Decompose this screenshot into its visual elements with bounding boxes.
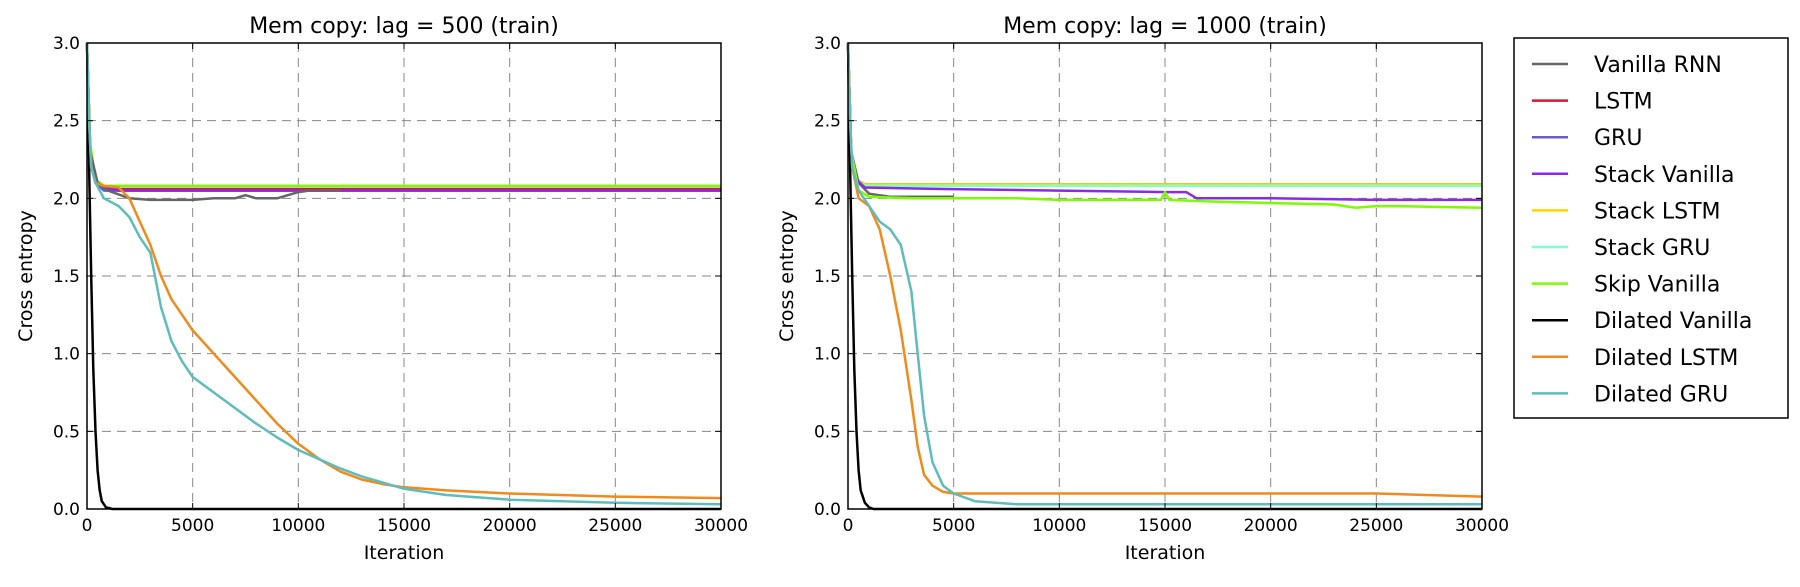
- legend-label-stack-lstm: Stack LSTM: [1594, 199, 1721, 224]
- x-axis-label: Iteration: [1125, 542, 1206, 564]
- y-tick-label: 1.0: [53, 345, 80, 365]
- x-axis-label: Iteration: [364, 542, 445, 564]
- legend-label-vanilla-rnn: Vanilla RNN: [1594, 53, 1722, 78]
- y-tick-label: 0.5: [53, 422, 80, 442]
- x-tick-label: 30000: [694, 516, 748, 536]
- x-tick-label: 30000: [1455, 516, 1509, 536]
- chart-panel-1: 0 5000 10000 15000 20000 25000 30000 0.0 0.5 1.0 1…: [15, 14, 748, 564]
- x-tick-label: 15000: [1138, 516, 1192, 536]
- x-tick-label: 0: [82, 516, 93, 536]
- legend-label-skip-vanilla: Skip Vanilla: [1594, 273, 1720, 298]
- y-tick-label: 0.0: [814, 500, 841, 520]
- x-tick-label: 10000: [1032, 516, 1086, 536]
- x-tick-label: 5000: [171, 516, 214, 536]
- x-tick-label: 5000: [932, 516, 975, 536]
- series-line-skip-vanilla: [846, 42, 1483, 209]
- x-tick-label: 0: [843, 516, 854, 536]
- chart-title: Mem copy: lag = 1000 (train): [1003, 14, 1327, 39]
- x-tick-label: 25000: [588, 516, 642, 536]
- legend-label-stack-vanilla: Stack Vanilla: [1594, 163, 1735, 188]
- y-tick-label: 2.5: [814, 112, 841, 132]
- x-tick-label: 20000: [1244, 516, 1298, 536]
- legend-label-dilated-lstm: Dilated LSTM: [1594, 346, 1738, 371]
- y-tick-label: 2.0: [53, 189, 80, 209]
- y-tick-label: 2.0: [814, 189, 841, 209]
- series-line-dilated-gru: [85, 42, 722, 506]
- x-tick-label: 25000: [1349, 516, 1403, 536]
- series-line-vanilla-rnn: [85, 42, 341, 202]
- series-line-dilated-lstm: [846, 42, 1483, 498]
- y-tick-label: 2.5: [53, 112, 80, 132]
- chart-title: Mem copy: lag = 500 (train): [249, 14, 559, 39]
- series-line-dilated-vanilla: [85, 42, 721, 511]
- y-axis-label: Cross entropy: [776, 210, 798, 342]
- x-tick-label: 10000: [271, 516, 325, 536]
- chart-panel-2: 0 5000 10000 15000 20000 25000 30000 0.0 0.5 1.0 1…: [776, 14, 1509, 564]
- series-group: [85, 42, 722, 511]
- y-tick-label: 3.0: [53, 34, 80, 54]
- legend-label-dilated-gru: Dilated GRU: [1594, 382, 1728, 407]
- legend: Vanilla RNN LSTM GRU Stack Vanilla Stack LST…: [1513, 37, 1789, 419]
- legend-label-lstm: LSTM: [1594, 90, 1653, 115]
- series-line-dilated-gru: [846, 42, 1482, 506]
- y-tick-label: 0.5: [814, 422, 841, 442]
- y-tick-label: 1.5: [53, 267, 80, 287]
- x-tick-label: 20000: [483, 516, 537, 536]
- y-tick-label: 3.0: [814, 34, 841, 54]
- y-tick-label: 1.0: [814, 345, 841, 365]
- y-tick-label: 0.0: [53, 500, 80, 520]
- y-tick-label: 1.5: [814, 267, 841, 287]
- legend-label-dilated-vanilla: Dilated Vanilla: [1594, 309, 1752, 334]
- x-tick-label: 15000: [377, 516, 431, 536]
- legend-label-gru: GRU: [1594, 126, 1642, 151]
- legend-label-stack-gru: Stack GRU: [1594, 236, 1710, 261]
- y-axis-label: Cross entropy: [15, 210, 37, 342]
- series-group: [846, 42, 1483, 511]
